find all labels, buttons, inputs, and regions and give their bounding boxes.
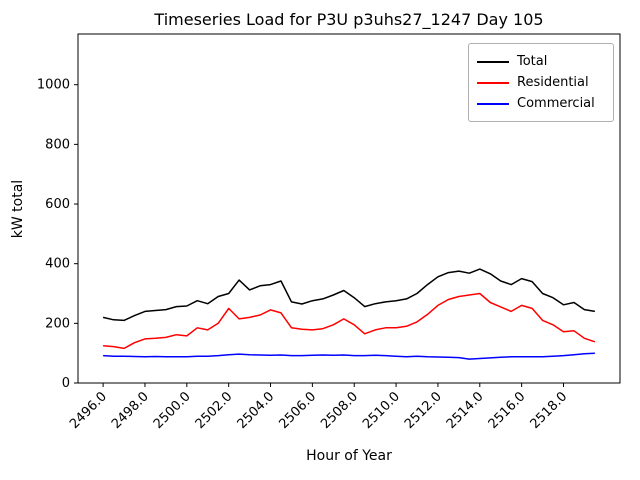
x-tick-label: 2500.0 xyxy=(151,389,194,432)
total-line-swatch xyxy=(477,60,509,63)
y-tick-label: 0 xyxy=(62,376,70,391)
y-tick-label: 600 xyxy=(45,197,70,212)
x-tick-label: 2512.0 xyxy=(402,389,445,432)
y-tick-label: 400 xyxy=(45,257,70,272)
residential-line-swatch xyxy=(477,81,509,84)
x-tick-label: 2506.0 xyxy=(276,389,319,432)
series-line-residential xyxy=(103,292,596,350)
x-tick-label: 2504.0 xyxy=(235,389,278,432)
axes-box xyxy=(77,33,621,384)
x-tick-label: 2514.0 xyxy=(444,389,487,432)
x-tick-label: 2496.0 xyxy=(67,389,110,432)
y-axis-label: kW total xyxy=(10,179,26,239)
legend-item-total: Total xyxy=(477,51,605,72)
x-tick-label: 2498.0 xyxy=(109,389,152,432)
x-axis-label: Hour of Year xyxy=(306,448,392,464)
legend-label-total: Total xyxy=(517,54,548,69)
y-tick-label: 1000 xyxy=(37,78,70,93)
x-tick-label: 2518.0 xyxy=(528,389,571,432)
x-tick-label: 2516.0 xyxy=(486,389,529,432)
x-tick-label: 2508.0 xyxy=(318,389,361,432)
series-line-commercial xyxy=(103,352,595,360)
legend: Total Residential Commercial xyxy=(468,43,614,122)
series-line-total xyxy=(102,268,596,322)
commercial-line-swatch xyxy=(477,102,509,105)
legend-label-commercial: Commercial xyxy=(517,96,595,111)
x-tick-label: 2502.0 xyxy=(193,389,236,432)
chart-title: Timeseries Load for P3U p3uhs27_1247 Day… xyxy=(154,10,544,29)
y-tick-label: 200 xyxy=(45,316,70,331)
x-tick-label: 2510.0 xyxy=(360,389,403,432)
legend-label-residential: Residential xyxy=(517,75,589,90)
legend-item-residential: Residential xyxy=(477,72,605,93)
y-tick-label: 800 xyxy=(45,137,70,152)
legend-item-commercial: Commercial xyxy=(477,93,605,114)
